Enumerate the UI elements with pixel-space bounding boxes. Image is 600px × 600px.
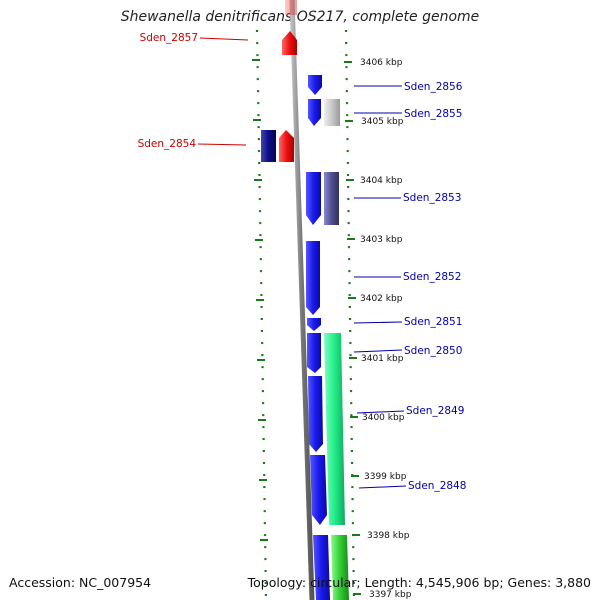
gene-sden-2853-slate xyxy=(324,172,339,225)
accession-label: Accession: NC_007954 xyxy=(9,575,152,590)
gene-sden-2849 xyxy=(308,376,323,452)
gene-sden-2854-dark xyxy=(261,130,276,162)
gene-label-sden-2852: Sden_2852 xyxy=(403,271,461,283)
topology-label: Topology: circular; Length: 4,545,906 bp… xyxy=(247,575,591,590)
scale-tick-labels: 3406 kbp 3405 kbp 3404 kbp 3403 kbp 3402 kbp… xyxy=(360,58,412,600)
gene-sden-2851 xyxy=(307,318,321,331)
scale-tick-label: 3404 kbp xyxy=(360,176,403,186)
gene-sden-2853 xyxy=(306,172,321,225)
gene-leader-line xyxy=(353,321,403,324)
gene-label-sden-2853: Sden_2853 xyxy=(403,192,461,204)
scale-tick-label: 3397 kbp xyxy=(369,590,412,600)
gene-sden-2856 xyxy=(308,75,322,95)
scale-tick-label: 3405 kbp xyxy=(361,117,404,127)
gene-sden-2854 xyxy=(279,130,294,162)
gene-label-sden-2851: Sden_2851 xyxy=(404,316,462,328)
gene-label-sden-2850: Sden_2850 xyxy=(404,345,462,357)
backbone-line xyxy=(289,0,315,600)
gene-sden-2855-gray xyxy=(324,99,340,126)
rna-green-feature-2 xyxy=(331,535,349,600)
ruler-left xyxy=(255,29,268,600)
gene-label-sden-2856: Sden_2856 xyxy=(404,81,463,93)
scale-tick-label: 3402 kbp xyxy=(360,294,403,304)
gene-sden-2847 xyxy=(313,535,330,600)
ruler-right-major-ticks xyxy=(344,61,361,595)
gene-sden-2848 xyxy=(310,455,327,525)
gene-sden-2857-top xyxy=(285,0,297,15)
scale-tick-label: 3403 kbp xyxy=(360,235,403,245)
gene-sden-2855 xyxy=(308,99,321,126)
gene-label-sden-2855: Sden_2855 xyxy=(404,108,462,120)
scale-tick-label: 3401 kbp xyxy=(361,354,404,364)
gene-leader-line xyxy=(197,143,247,146)
gene-label-sden-2848: Sden_2848 xyxy=(408,480,466,492)
scale-tick-label: 3400 kbp xyxy=(362,413,405,423)
scale-tick-label: 3406 kbp xyxy=(360,58,403,68)
rna-green-feature xyxy=(324,333,345,525)
gene-sden-2850 xyxy=(307,333,321,373)
gene-sden-2857 xyxy=(282,31,297,55)
gene-leader-line xyxy=(356,410,405,414)
gene-label-sden-2854: Sden_2854 xyxy=(138,138,197,150)
gene-label-sden-2849: Sden_2849 xyxy=(406,405,464,417)
gene-leader-line xyxy=(353,349,403,353)
gene-leader-line xyxy=(358,485,407,489)
gene-leader-line xyxy=(199,37,249,41)
scale-tick-label: 3398 kbp xyxy=(367,531,410,541)
ruler-right xyxy=(344,29,356,600)
genome-title: Shewanella denitrificans OS217, complete… xyxy=(120,9,480,25)
gene-label-sden-2857: Sden_2857 xyxy=(140,32,198,44)
gene-sden-2852 xyxy=(306,241,320,315)
ruler-left-major-ticks xyxy=(252,59,268,541)
scale-tick-label: 3399 kbp xyxy=(364,472,407,482)
gene-labels: Sden_2857 Sden_2856 Sden_2855 Sden_2854 Sden… xyxy=(138,32,467,492)
